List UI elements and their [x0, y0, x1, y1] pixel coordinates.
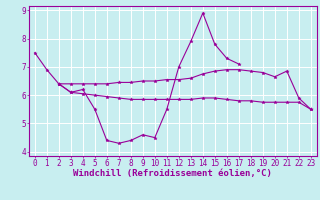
X-axis label: Windchill (Refroidissement éolien,°C): Windchill (Refroidissement éolien,°C): [73, 169, 272, 178]
